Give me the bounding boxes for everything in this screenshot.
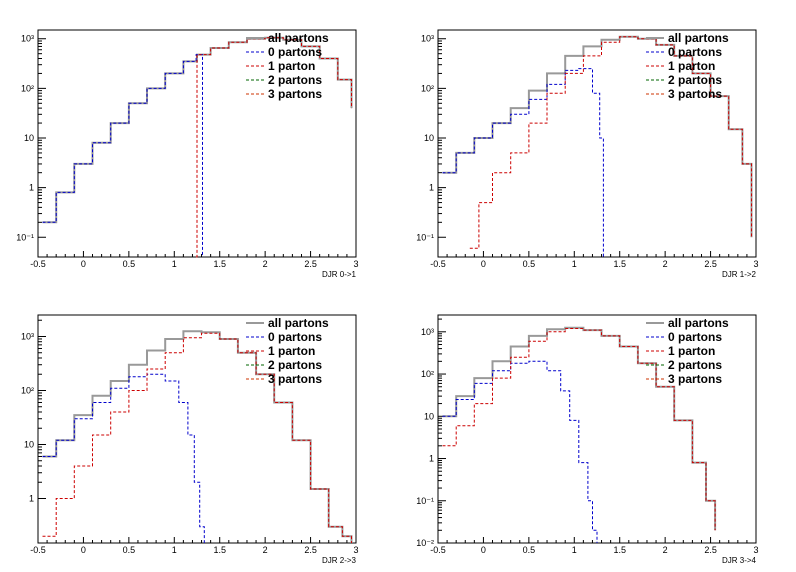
legend-label: 2 partons: [668, 358, 722, 372]
x-tick-label: 0: [481, 545, 486, 555]
x-tick-label: 2.5: [304, 545, 317, 555]
x-tick-label: 0: [81, 545, 86, 555]
x-tick-label: 3: [353, 545, 358, 555]
series-0-partons: [442, 360, 598, 543]
legend-label: 2 partons: [268, 358, 322, 372]
legend-label: 1 parton: [668, 59, 715, 73]
x-tick-label: -0.5: [30, 545, 46, 555]
y-tick-label: 10²: [21, 83, 34, 93]
x-tick-label: 1.5: [213, 545, 226, 555]
y-tick-label: 10⁻¹: [16, 232, 34, 242]
legend-label: 3 partons: [668, 87, 722, 101]
x-tick-label: -0.5: [430, 545, 446, 555]
x-tick-label: 2.5: [704, 259, 717, 269]
y-tick-label: 10²: [21, 385, 34, 395]
x-tick-label: 2: [663, 259, 668, 269]
y-tick-label: 10³: [21, 331, 34, 341]
plot-frame: [37, 314, 357, 544]
x-tick-label: 0.5: [523, 545, 536, 555]
series-1-parton: [196, 37, 352, 258]
x-axis-title: DJR 0->1: [322, 270, 357, 279]
x-tick-label: -0.5: [430, 259, 446, 269]
legend-label: 3 partons: [268, 372, 322, 386]
y-tick-label: 10: [24, 440, 34, 450]
y-tick-label: 1: [29, 494, 34, 504]
y-tick-label: 1: [429, 454, 434, 464]
y-tick-label: 10³: [421, 327, 434, 337]
chart-panel-4: -0.5 0 0.5 1 1.5 2 2.5 3 10⁻² 10⁻¹ 1 10 10² 10³ DJR 3-…: [416, 314, 759, 565]
legend-label: 0 partons: [668, 45, 722, 59]
legend-label: 1 parton: [268, 344, 315, 358]
x-tick-label: 1.5: [213, 259, 226, 269]
legend-label: all partons: [668, 31, 729, 45]
series-1-parton: [442, 328, 716, 531]
x-tick-label: 1: [572, 259, 577, 269]
series-0-partons: [442, 68, 604, 257]
series-0-partons: [42, 54, 203, 257]
x-tick-label: 3: [353, 259, 358, 269]
plot-frame: [437, 29, 757, 258]
y-tick-label: 10³: [21, 34, 34, 44]
x-tick-label: -0.5: [30, 259, 46, 269]
legend-label: 3 partons: [268, 87, 322, 101]
y-tick-label: 10⁻¹: [416, 496, 434, 506]
x-tick-label: 0.5: [123, 259, 136, 269]
series-1-parton: [42, 332, 352, 543]
x-tick-label: 1.5: [613, 259, 626, 269]
legend-label: 1 parton: [268, 59, 315, 73]
x-axis-title: DJR 2->3: [322, 556, 357, 565]
x-tick-label: 0.5: [523, 259, 536, 269]
legend-label: all partons: [668, 316, 729, 330]
legend-label: 0 partons: [268, 330, 322, 344]
x-tick-label: 2.5: [304, 259, 317, 269]
y-tick-label: 1: [29, 183, 34, 193]
legend-label: all partons: [268, 316, 329, 330]
legend-label: 1 parton: [668, 344, 715, 358]
x-tick-label: 1: [172, 259, 177, 269]
y-tick-label: 10⁻²: [416, 538, 434, 548]
y-tick-label: 10²: [421, 83, 434, 93]
x-tick-label: 3: [753, 259, 758, 269]
x-axis-title: DJR 1->2: [722, 270, 757, 279]
y-tick-label: 10: [24, 133, 34, 143]
x-tick-label: 2: [263, 545, 268, 555]
x-axis-title: DJR 3->4: [722, 556, 757, 565]
chart-panel-3: -0.5 0 0.5 1 1.5 2 2.5 3 1 10 10² 10³ DJR 2->3 all pa…: [21, 314, 359, 565]
chart-panel-1: -0.5 0 0.5 1 1.5 2 2.5 3 10⁻¹ 1 10 10² 10³ DJR 0->1 al…: [16, 29, 359, 279]
y-tick-label: 10³: [421, 34, 434, 44]
legend-label: 0 partons: [668, 330, 722, 344]
x-tick-label: 0: [81, 259, 86, 269]
x-tick-label: 3: [753, 545, 758, 555]
x-tick-label: 1: [172, 545, 177, 555]
x-tick-label: 2: [263, 259, 268, 269]
y-tick-label: 1: [429, 183, 434, 193]
x-tick-label: 0: [481, 259, 486, 269]
x-tick-label: 1: [572, 545, 577, 555]
x-tick-label: 0.5: [123, 545, 136, 555]
y-tick-label: 10⁻¹: [416, 232, 434, 242]
series-1-parton: [469, 36, 752, 249]
legend-label: 3 partons: [668, 372, 722, 386]
series-all-partons: [442, 326, 717, 531]
chart-panel-2: -0.5 0 0.5 1 1.5 2 2.5 3 10⁻¹ 1 10 10² 10³ DJR 1->2 al…: [416, 29, 759, 279]
y-tick-label: 10: [424, 133, 434, 143]
legend-label: 2 partons: [668, 73, 722, 87]
y-tick-label: 10²: [421, 369, 434, 379]
x-tick-label: 2.5: [704, 545, 717, 555]
legend-label: all partons: [268, 31, 329, 45]
y-tick-label: 10: [424, 411, 434, 421]
x-tick-label: 1.5: [613, 545, 626, 555]
legend-label: 2 partons: [268, 73, 322, 87]
legend-label: 0 partons: [268, 45, 322, 59]
series-0-partons: [42, 373, 205, 543]
x-tick-label: 2: [663, 545, 668, 555]
